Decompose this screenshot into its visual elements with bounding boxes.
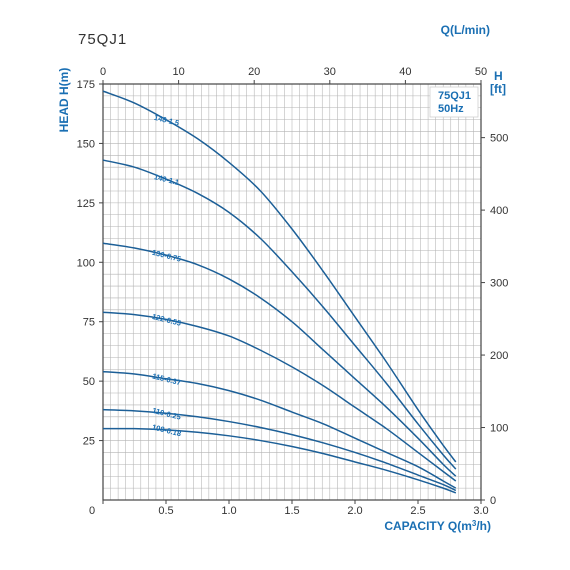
legend-frequency: 50Hz	[438, 103, 464, 115]
curve-108-0.18	[102, 427, 457, 494]
y-tick-label: 25	[83, 436, 95, 448]
y2-tick-label: 200	[490, 350, 508, 362]
y-tick-label: 75	[83, 317, 95, 329]
y-tick-label: 50	[83, 376, 95, 388]
x2-tick-label: 40	[399, 66, 411, 78]
y-tick-label: 100	[77, 257, 95, 269]
x2-tick-label: 50	[475, 66, 487, 78]
top-axis-title: Q(L/min)	[441, 23, 490, 37]
x2-tick-label: 30	[324, 66, 336, 78]
x-tick-label: 1.0	[221, 505, 236, 517]
left-axis-title: HEAD H(m)	[57, 68, 71, 133]
x-tick-label: 1.5	[284, 505, 299, 517]
y2-tick-label: 300	[490, 278, 508, 290]
curve-label-148-1.5: 148-1.5	[153, 113, 180, 128]
curve-122-0.55	[102, 311, 457, 482]
x2-tick-label: 10	[172, 66, 184, 78]
curve-130-0.75	[102, 242, 457, 477]
x-tick-label: 3.0	[473, 505, 488, 517]
y2-tick-label: 100	[490, 423, 508, 435]
x2-tick-label: 20	[248, 66, 260, 78]
x2-tick-label: 0	[100, 66, 106, 78]
y-tick-label: 125	[77, 198, 95, 210]
curve-label-140-1.1: 140-1.1	[153, 172, 180, 187]
curve-148-1.5	[102, 90, 457, 463]
legend-box-frame	[429, 86, 479, 118]
legend-box: 75QJ1 50Hz	[429, 86, 479, 118]
y2-tick-label: 500	[490, 133, 508, 145]
curve-140-1.1	[102, 159, 457, 470]
x-tick-label: 0.5	[158, 505, 173, 517]
chart-title: 75QJ1	[78, 31, 127, 48]
right-axis-unit: [ft]	[490, 82, 506, 96]
x-tick-label: 0	[89, 505, 95, 517]
right-axis-title: H	[494, 69, 503, 83]
y2-tick-label: 0	[490, 495, 496, 507]
y2-tick-label: 400	[490, 205, 508, 217]
y-tick-label: 150	[77, 138, 95, 150]
grid	[103, 84, 481, 500]
y-tick-label: 175	[77, 79, 95, 91]
x-tick-label: 2.0	[347, 505, 362, 517]
x-tick-label: 2.5	[410, 505, 425, 517]
curve-110-0.25	[102, 408, 457, 492]
legend-model: 75QJ1	[438, 90, 471, 102]
bottom-axis-title: CAPACITY Q(m3/h)	[384, 519, 491, 533]
curve-115-0.37	[102, 370, 457, 489]
